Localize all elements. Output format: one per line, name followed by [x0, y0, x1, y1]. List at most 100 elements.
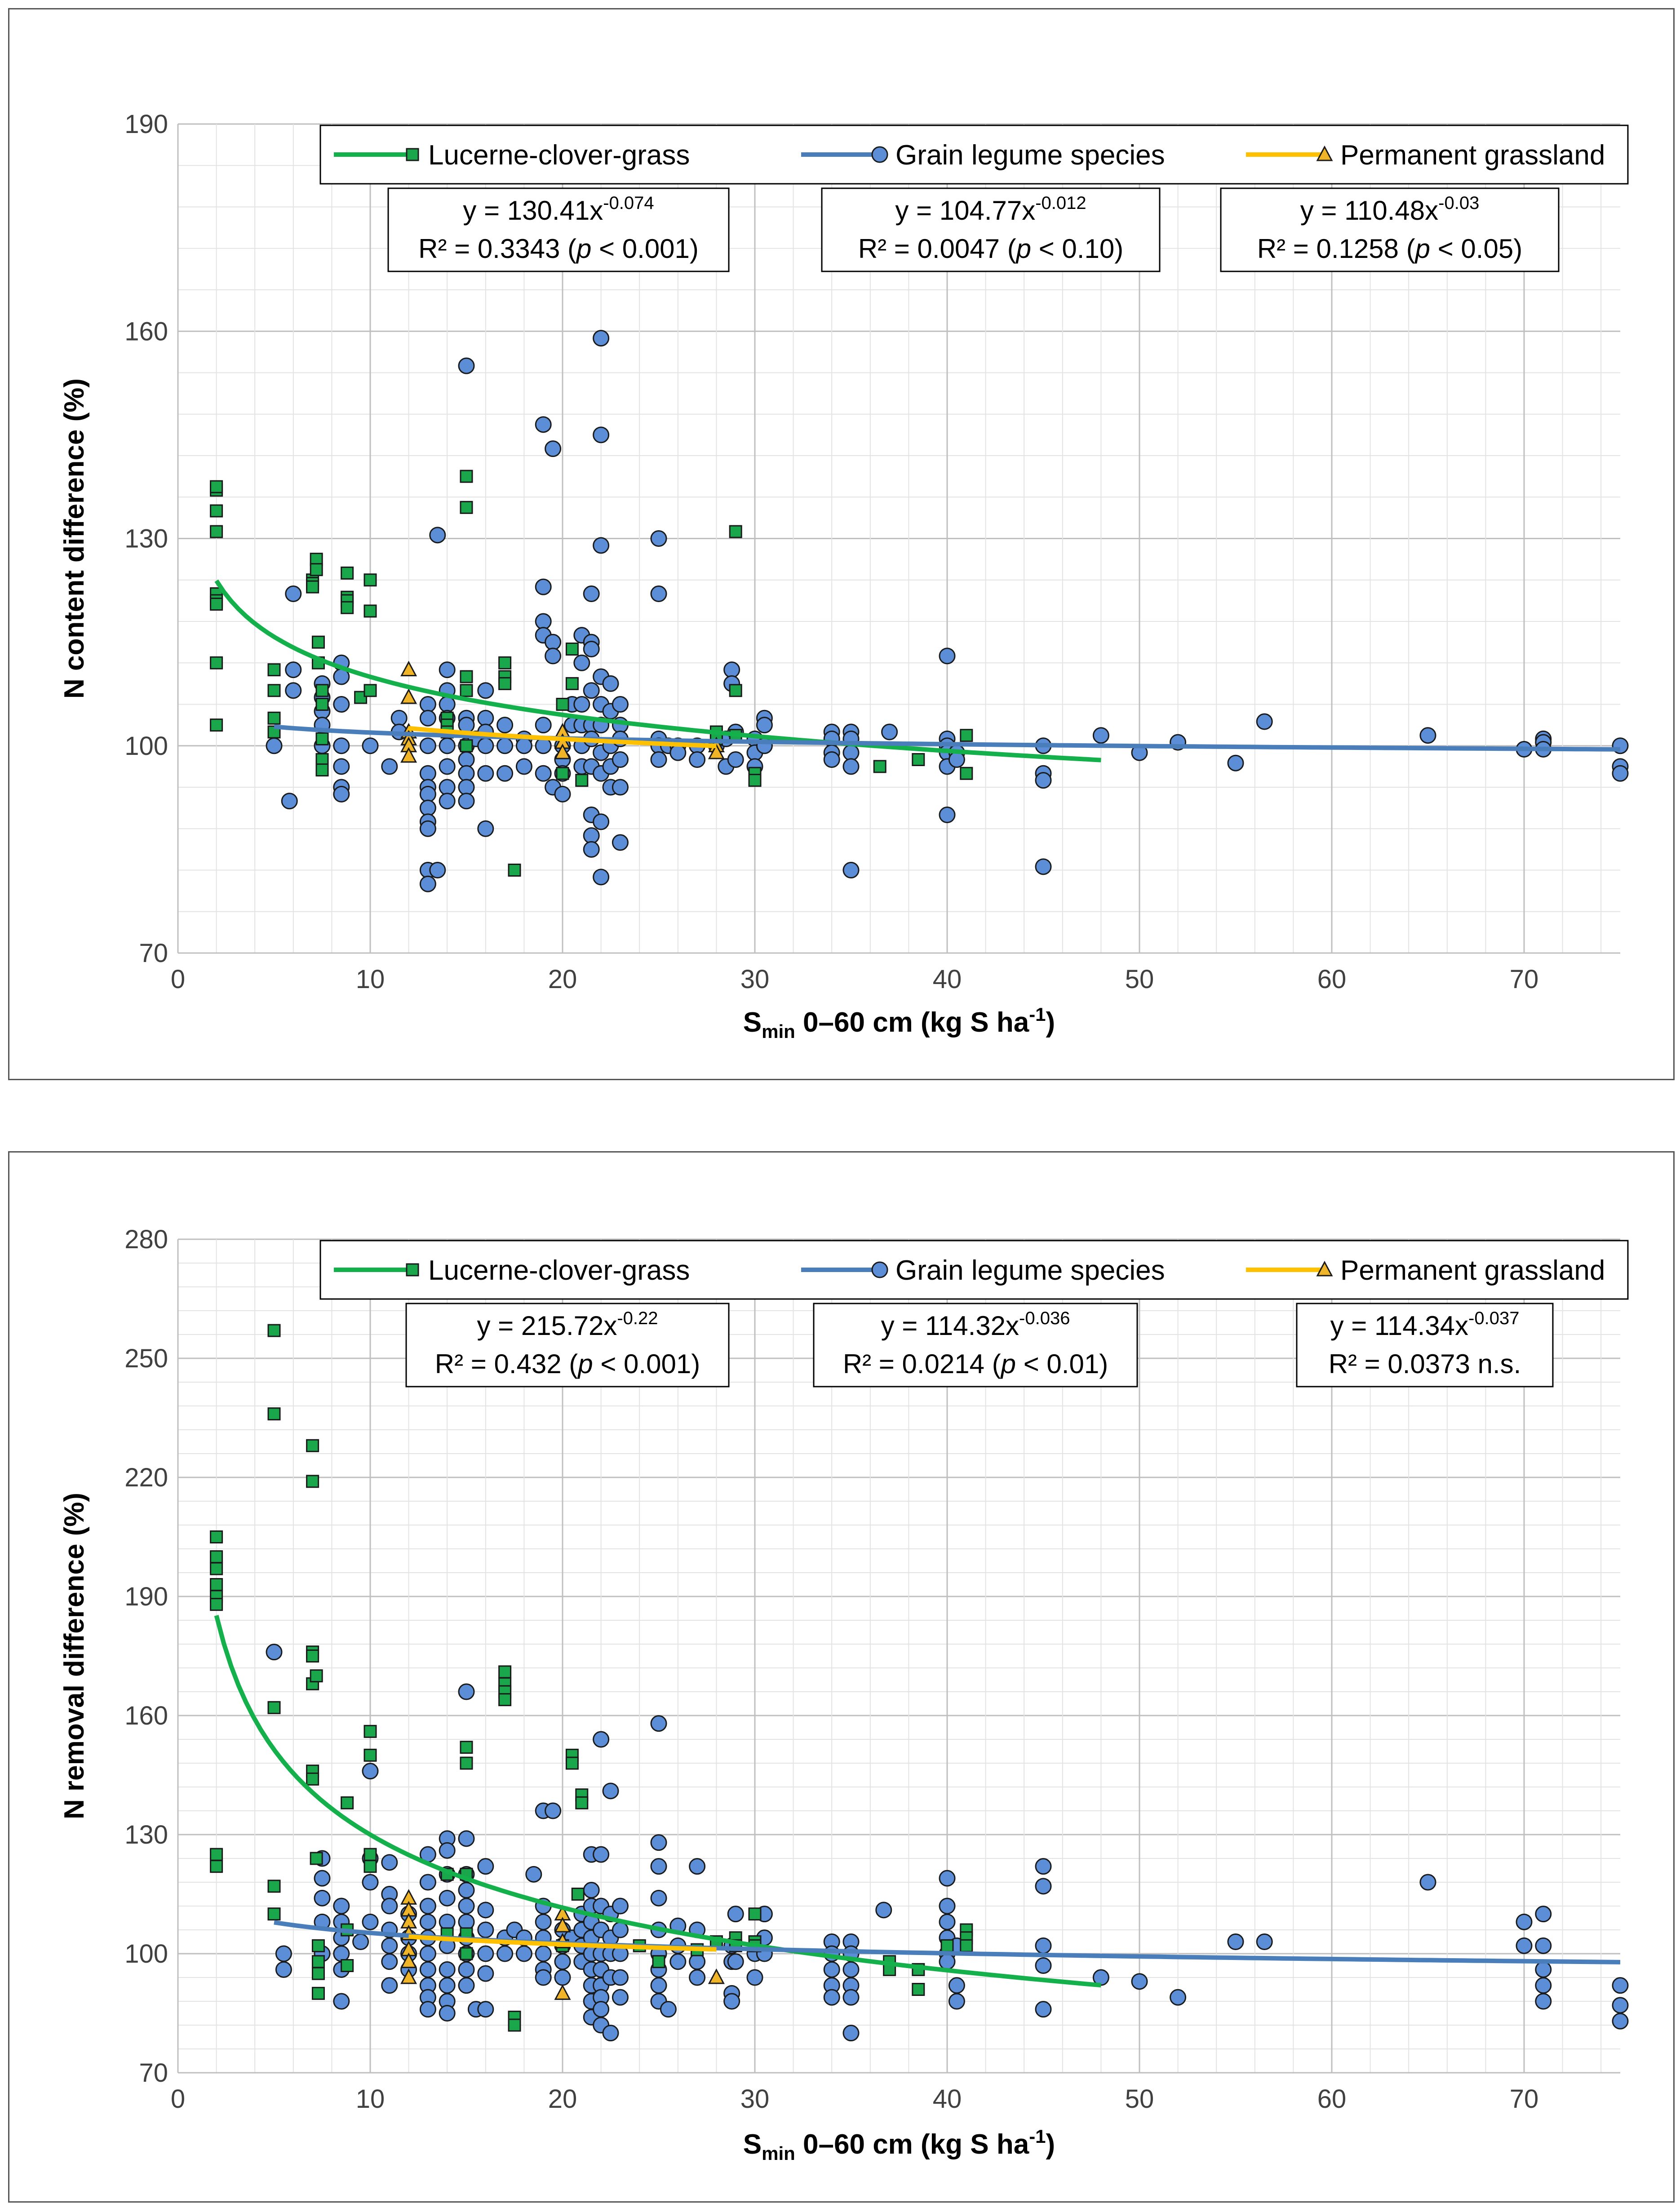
lucerne-point	[315, 732, 329, 745]
equation-box: y = 114.34x-0.037 R² = 0.0373 n.s.	[1296, 1303, 1554, 1388]
grassland-point	[1316, 145, 1333, 161]
legume-point	[650, 1715, 667, 1732]
equation-p-symbol: p	[576, 234, 591, 264]
y-axis-title: N content difference (%)	[59, 378, 90, 699]
x-tick-label: 50	[1125, 2084, 1154, 2114]
grassland-point	[708, 743, 725, 759]
equation-frame	[821, 187, 1161, 272]
equation-formula: y = 215.72x-0.22	[477, 1308, 658, 1341]
legume-point	[1612, 1977, 1629, 1994]
legume-point	[727, 1953, 744, 1970]
y-tick-label: 130	[124, 524, 168, 554]
lucerne-point	[315, 763, 329, 777]
legume-point	[823, 751, 840, 768]
equation-box: y = 130.41x-0.074 R² = 0.3343 (p < 0.001)	[387, 187, 730, 272]
legume-point	[1227, 754, 1244, 771]
y-tick-label: 100	[124, 1939, 168, 1969]
lucerne-point	[210, 1530, 223, 1543]
equation-frame	[405, 1303, 730, 1388]
legend: Lucerne-clover-grass Grain legume species…	[319, 1240, 1629, 1300]
lucerne-point	[341, 566, 354, 580]
equation-formula-exponent: -0.037	[1468, 1308, 1519, 1328]
legume-point	[525, 1866, 542, 1883]
lucerne-point	[556, 698, 569, 711]
legume-point	[602, 1782, 619, 1800]
lucerne-point	[311, 635, 325, 649]
equation-box: y = 110.48x-0.03 R² = 0.1258 (p < 0.05)	[1220, 187, 1560, 272]
legume-point	[545, 647, 562, 665]
legume-point	[727, 751, 744, 768]
y-tick-label: 280	[124, 1225, 168, 1254]
equation-formula: y = 104.77x-0.012	[895, 193, 1086, 226]
lucerne-point	[912, 753, 925, 766]
x-axis-title-sub: min	[762, 1021, 795, 1042]
equation-p-value: < 0.001)	[593, 1349, 700, 1379]
x-tick-label: 30	[740, 2084, 770, 2114]
lucerne-point	[460, 1947, 473, 1960]
equation-formula-exponent: -0.22	[617, 1308, 658, 1328]
lucerne-point	[873, 760, 887, 773]
lucerne-point	[306, 580, 319, 594]
legume-point	[439, 758, 456, 775]
legume-point	[842, 758, 860, 775]
lucerne-point	[267, 1701, 281, 1714]
equation-r2: R² = 0.3343 (p < 0.001)	[418, 234, 699, 264]
grassland-point	[400, 747, 417, 763]
gridlines	[177, 123, 1620, 954]
x-tick-label: 60	[1317, 965, 1347, 994]
x-tick-label: 20	[548, 965, 577, 994]
lucerne-legend-label: Lucerne-clover-grass	[428, 140, 690, 171]
lucerne-point	[508, 864, 521, 877]
legume-point	[612, 1921, 629, 1938]
equation-box: y = 215.72x-0.22 R² = 0.432 (p < 0.001)	[405, 1303, 730, 1388]
legume-point	[650, 751, 667, 768]
legume-point	[333, 785, 350, 803]
grassland-point	[708, 1968, 725, 1984]
legume-point	[871, 146, 888, 163]
equation-p-value: < 0.001)	[591, 234, 699, 264]
legume-point	[1035, 1878, 1052, 1895]
legume-series	[266, 330, 1629, 892]
equation-frame	[1220, 187, 1560, 272]
lucerne-point	[363, 684, 377, 697]
lucerne-point	[575, 774, 589, 787]
legume-point	[477, 1858, 494, 1875]
lucerne-point	[306, 1772, 319, 1786]
grassland-point	[400, 1952, 417, 1969]
lucerne-point	[210, 718, 223, 732]
legume-point	[458, 1830, 475, 1847]
equation-r2-value: R² = 0.432 (	[435, 1349, 578, 1379]
lucerne-point	[406, 1263, 419, 1277]
legume-point	[554, 1969, 571, 1986]
x-tick-label: 0	[171, 965, 185, 994]
x-axis-title: Smin 0–60 cm (kg S ha-1)	[743, 1004, 1055, 1042]
lucerne-point	[729, 525, 742, 538]
lucerne-point	[460, 1756, 473, 1770]
legume-point	[458, 1977, 475, 1994]
lucerne-point	[565, 1756, 579, 1770]
legume-point	[439, 661, 456, 678]
lucerne-point	[363, 604, 377, 618]
legend-box	[319, 124, 1629, 185]
equation-p-value: < 0.05)	[1430, 234, 1522, 264]
lucerne-point	[460, 1741, 473, 1754]
legume-point	[439, 1889, 456, 1907]
legume-point	[1612, 765, 1629, 782]
legume-point	[333, 1993, 350, 2010]
lucerne-point	[311, 1939, 325, 1952]
equation-formula-base: y = 215.72x	[477, 1311, 617, 1341]
x-axis-title-sup: -1	[1029, 2126, 1046, 2147]
legume-point	[515, 737, 532, 754]
legume-point	[689, 1858, 706, 1875]
grassland-point	[400, 688, 417, 704]
legume-point	[554, 785, 571, 803]
y-tick-label: 190	[124, 1582, 168, 1611]
legume-point	[458, 793, 475, 810]
lucerne-point	[341, 1959, 354, 1972]
equation-r2: R² = 0.0214 (p < 0.01)	[843, 1349, 1108, 1379]
legume-point	[1256, 1933, 1273, 1950]
legume-point	[458, 779, 475, 796]
legume-point	[381, 1854, 398, 1871]
legume-point	[583, 641, 600, 657]
legume-point	[439, 1977, 456, 1994]
